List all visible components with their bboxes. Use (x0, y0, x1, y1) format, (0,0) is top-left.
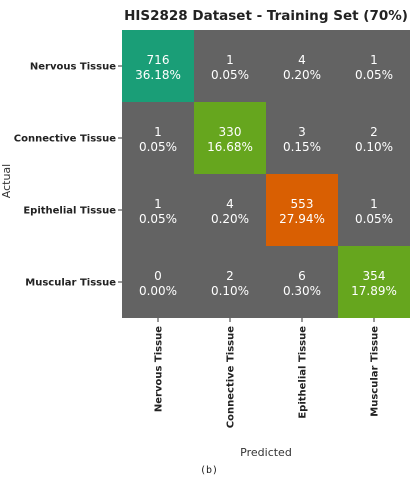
diagonal-cell (266, 174, 338, 246)
cell-percentage-label: 0.00% (139, 284, 177, 298)
cell-percentage-label: 0.05% (139, 140, 177, 154)
column-tick-labels: Nervous Tissue Connective Tissue Epithelia… (154, 318, 381, 428)
cell-percentage-label: 0.20% (283, 68, 321, 82)
row-tick-labels: Nervous Tissue Connective Tissue Epithelia… (14, 62, 122, 289)
cell-percentage-label: 0.30% (283, 284, 321, 298)
cell-count-label: 1 (370, 197, 378, 211)
cell-percentage-label: 16.68% (207, 140, 253, 154)
row-tick-label: Connective Tissue (14, 134, 116, 145)
cell-percentage-label: 0.15% (283, 140, 321, 154)
diagonal-cell (194, 102, 266, 174)
cell-count-label: 1 (154, 197, 162, 211)
row-tick-label: Epithelial Tissue (23, 206, 116, 217)
cell-count-label: 1 (370, 53, 378, 67)
cell-percentage-label: 0.05% (139, 212, 177, 226)
cell-count-label: 4 (298, 53, 306, 67)
cell-percentage-label: 0.05% (355, 68, 393, 82)
row-tick-label: Muscular Tissue (25, 278, 116, 289)
cell-count-label: 330 (219, 125, 242, 139)
cell-count-label: 6 (298, 269, 306, 283)
cell-percentage-label: 0.10% (211, 284, 249, 298)
cell-percentage-label: 0.20% (211, 212, 249, 226)
column-tick-label: Muscular Tissue (370, 326, 381, 417)
row-tick-label: Nervous Tissue (30, 62, 116, 73)
cell-percentage-label: 36.18% (135, 68, 181, 82)
cell-count-label: 0 (154, 269, 162, 283)
cell-percentage-label: 0.10% (355, 140, 393, 154)
cell-percentage-label: 0.05% (211, 68, 249, 82)
cell-count-label: 3 (298, 125, 306, 139)
cell-count-label: 354 (363, 269, 386, 283)
cell-count-label: 4 (226, 197, 234, 211)
cell-count-label: 1 (154, 125, 162, 139)
cell-count-label: 553 (291, 197, 314, 211)
x-axis-label: Predicted (240, 446, 292, 459)
y-axis-label: Actual (0, 164, 13, 198)
cell-percentage-label: 17.89% (351, 284, 397, 298)
cell-percentage-label: 27.94% (279, 212, 325, 226)
heatmap-cells: 71636.18%10.05%40.20%10.05%10.05%33016.6… (122, 30, 410, 318)
cell-count-label: 2 (370, 125, 378, 139)
diagonal-cell (122, 30, 194, 102)
chart-title: HIS2828 Dataset - Training Set (70%) (124, 8, 408, 24)
column-tick-label: Epithelial Tissue (298, 326, 309, 419)
cell-count-label: 716 (147, 53, 170, 67)
diagonal-cell (338, 246, 410, 318)
figure-caption: (b) (200, 465, 218, 476)
cell-count-label: 2 (226, 269, 234, 283)
column-tick-label: Nervous Tissue (154, 326, 165, 412)
column-tick-label: Connective Tissue (226, 326, 237, 428)
cell-percentage-label: 0.05% (355, 212, 393, 226)
cell-count-label: 1 (226, 53, 234, 67)
